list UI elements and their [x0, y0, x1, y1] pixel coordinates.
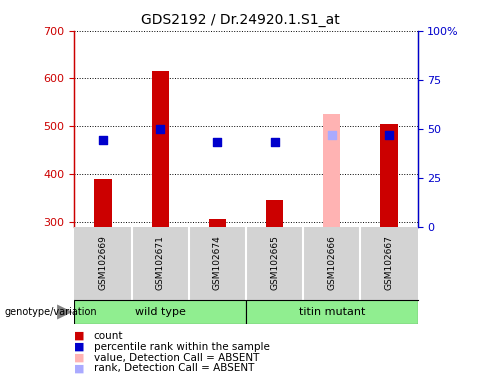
Text: ■: ■ — [74, 342, 85, 352]
Text: GSM102667: GSM102667 — [384, 236, 394, 290]
Text: GSM102666: GSM102666 — [327, 236, 336, 290]
Point — [271, 139, 278, 146]
Text: GSM102671: GSM102671 — [156, 236, 165, 290]
Text: ■: ■ — [74, 363, 85, 373]
Text: titin mutant: titin mutant — [299, 307, 365, 317]
Polygon shape — [57, 305, 72, 319]
Bar — [152, 71, 169, 227]
Text: GSM102665: GSM102665 — [270, 236, 279, 290]
Bar — [95, 179, 111, 227]
Text: GSM102674: GSM102674 — [213, 236, 222, 290]
Bar — [381, 124, 397, 227]
Point — [214, 139, 221, 146]
Bar — [323, 114, 340, 227]
Text: ■: ■ — [74, 331, 85, 341]
Text: genotype/variation: genotype/variation — [5, 307, 97, 317]
Text: value, Detection Call = ABSENT: value, Detection Call = ABSENT — [94, 353, 259, 362]
Bar — [209, 219, 226, 227]
Bar — [246, 300, 418, 324]
Point — [99, 137, 107, 144]
Point — [328, 131, 336, 137]
Text: ■: ■ — [74, 353, 85, 362]
Text: GDS2192 / Dr.24920.1.S1_at: GDS2192 / Dr.24920.1.S1_at — [141, 13, 339, 27]
Text: rank, Detection Call = ABSENT: rank, Detection Call = ABSENT — [94, 363, 254, 373]
Point — [156, 126, 164, 132]
Text: GSM102669: GSM102669 — [98, 236, 108, 290]
Bar — [266, 200, 283, 227]
Text: count: count — [94, 331, 123, 341]
Bar — [74, 300, 246, 324]
Point — [385, 131, 393, 137]
Text: wild type: wild type — [135, 307, 186, 317]
Text: percentile rank within the sample: percentile rank within the sample — [94, 342, 269, 352]
